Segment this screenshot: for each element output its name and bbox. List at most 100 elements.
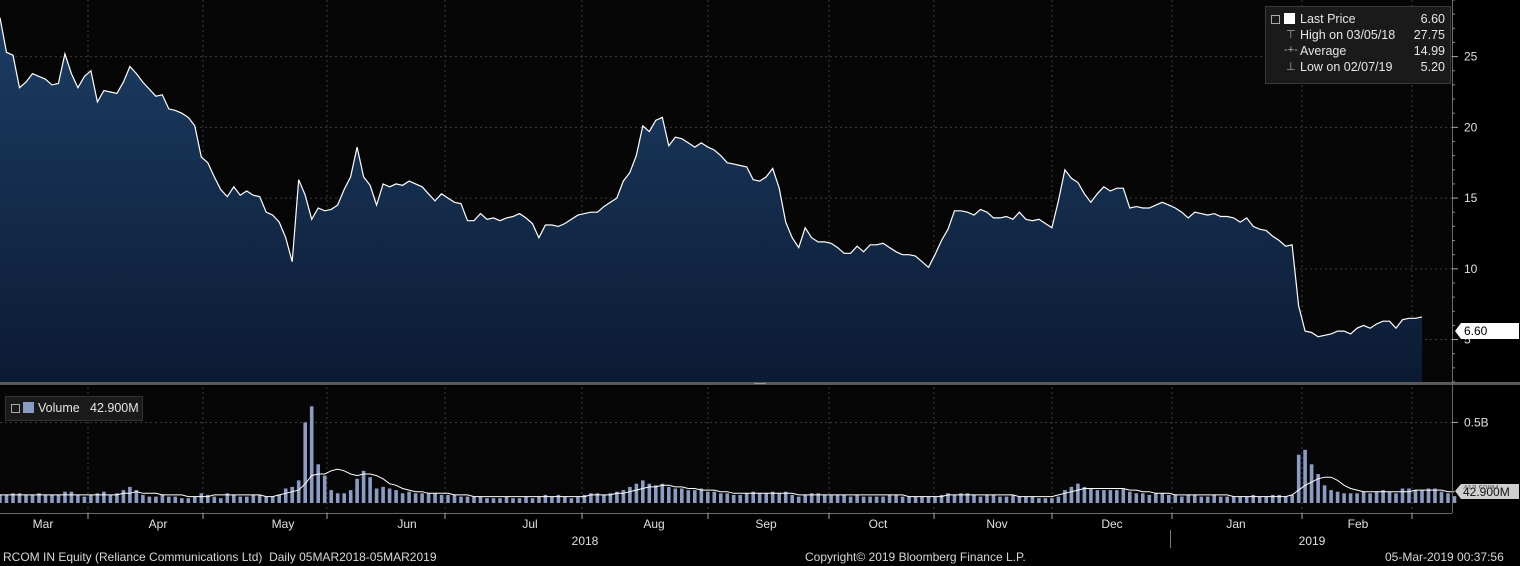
volume-bar bbox=[926, 496, 931, 503]
volume-bar bbox=[1095, 490, 1100, 503]
volume-bar bbox=[30, 494, 35, 503]
volume-bar bbox=[485, 498, 489, 503]
volume-legend[interactable]: Volume 42.900M bbox=[5, 396, 143, 421]
price-tag-text: 6.60 bbox=[1464, 324, 1488, 338]
volume-bar bbox=[348, 490, 353, 503]
volume-bar bbox=[1212, 494, 1216, 503]
volume-bar bbox=[1309, 464, 1314, 503]
volume-bar bbox=[257, 494, 262, 503]
volume-bar bbox=[641, 480, 645, 503]
volume-bar bbox=[1024, 496, 1028, 503]
volume-bar bbox=[238, 496, 243, 503]
price-legend[interactable]: Last Price 6.60 ⊤ High on 03/05/18 27.75… bbox=[1265, 6, 1451, 84]
volume-bar bbox=[1342, 493, 1346, 503]
volume-bar bbox=[361, 470, 366, 503]
volume-bar bbox=[1069, 486, 1074, 503]
legend-value-low: 5.20 bbox=[1420, 60, 1445, 74]
volume-bar bbox=[160, 494, 165, 503]
volume-bar bbox=[11, 493, 15, 503]
volume-bar bbox=[141, 494, 145, 503]
volume-bar bbox=[796, 496, 801, 503]
volume-bar bbox=[1205, 496, 1210, 503]
volume-bar bbox=[439, 494, 444, 503]
volume-tag-hidden-text: 412.500M bbox=[1463, 484, 1499, 493]
volume-bar bbox=[1381, 490, 1385, 503]
volume-bar bbox=[374, 488, 379, 503]
volume-bar bbox=[621, 490, 626, 503]
legend-row-last-price[interactable]: Last Price 6.60 bbox=[1266, 12, 1450, 28]
low-marker-icon: ⊥ bbox=[1286, 61, 1296, 73]
volume-bar bbox=[251, 494, 256, 503]
volume-average-line bbox=[0, 468, 1455, 498]
volume-bar bbox=[634, 483, 639, 503]
volume-bar bbox=[1225, 496, 1229, 503]
collapse-toggle-icon[interactable] bbox=[1271, 15, 1280, 24]
volume-bar bbox=[245, 496, 249, 503]
x-axis-month-label: Nov bbox=[986, 517, 1007, 531]
volume-bar bbox=[543, 494, 548, 503]
volume-bar bbox=[1134, 493, 1139, 503]
volume-bar bbox=[855, 494, 859, 503]
volume-bar bbox=[4, 494, 9, 503]
volume-bar bbox=[1141, 493, 1145, 503]
volume-bar bbox=[809, 493, 814, 503]
legend-label-average: Average bbox=[1300, 44, 1347, 58]
volume-bar bbox=[647, 483, 652, 503]
volume-bar bbox=[790, 494, 794, 503]
volume-bar bbox=[1420, 490, 1424, 503]
volume-bar bbox=[628, 486, 632, 503]
volume-bar bbox=[744, 493, 749, 503]
volume-bar bbox=[1244, 496, 1249, 503]
volume-bar bbox=[1277, 494, 1281, 503]
volume-bars bbox=[0, 406, 1457, 503]
volume-bar bbox=[381, 486, 385, 503]
volume-bar bbox=[1426, 488, 1431, 503]
price-tag: 6.60 bbox=[1455, 323, 1519, 339]
price-y-tick-label: 5 bbox=[1464, 333, 1471, 347]
volume-bar bbox=[270, 496, 275, 503]
legend-row-average[interactable]: -+- Average 14.99 bbox=[1266, 44, 1450, 60]
volume-bar bbox=[569, 498, 574, 503]
x-axis: Mar Apr May Jun Jul Aug Sep Oct Nov Dec Jan Feb bbox=[33, 513, 1413, 531]
volume-bar bbox=[894, 494, 898, 503]
legend-row-low[interactable]: ⊥ Low on 02/07/19 5.20 bbox=[1266, 60, 1450, 76]
volume-bar bbox=[1043, 498, 1048, 503]
volume-bar bbox=[835, 494, 840, 503]
x-axis-month-label: Dec bbox=[1101, 517, 1122, 531]
volume-bar bbox=[537, 496, 541, 503]
x-axis-year-label: 2018 bbox=[572, 534, 599, 548]
volume-bar bbox=[1199, 496, 1204, 503]
volume-bar bbox=[563, 496, 567, 503]
x-axis-year-label: 2019 bbox=[1299, 534, 1326, 548]
volume-bar bbox=[757, 493, 762, 503]
volume-bar bbox=[206, 494, 210, 503]
volume-bar bbox=[1296, 454, 1301, 503]
volume-bar bbox=[400, 493, 405, 503]
volume-bar bbox=[1154, 493, 1158, 503]
volume-bar bbox=[939, 494, 944, 503]
volume-bar bbox=[108, 494, 113, 503]
volume-bar bbox=[219, 498, 223, 503]
volume-bar bbox=[660, 483, 665, 503]
legend-value-average: 14.99 bbox=[1413, 44, 1445, 58]
volume-legend-label: Volume bbox=[38, 401, 80, 415]
volume-bar bbox=[1303, 449, 1307, 503]
volume-bar bbox=[576, 496, 580, 503]
volume-bar bbox=[1063, 490, 1067, 503]
volume-bar bbox=[1102, 490, 1106, 503]
volume-bar bbox=[1231, 496, 1236, 503]
volume-bar bbox=[978, 496, 983, 503]
volume-bar bbox=[225, 493, 230, 503]
legend-row-high[interactable]: ⊤ High on 03/05/18 27.75 bbox=[1266, 28, 1450, 44]
volume-bar bbox=[290, 486, 294, 503]
volume-bar bbox=[861, 496, 866, 503]
volume-bar bbox=[413, 493, 418, 503]
volume-bar bbox=[193, 496, 197, 503]
volume-bar bbox=[115, 493, 119, 503]
volume-bar bbox=[1082, 486, 1087, 503]
volume-collapse-toggle-icon[interactable] bbox=[11, 404, 20, 413]
volume-bar bbox=[1193, 494, 1197, 503]
volume-bar bbox=[1160, 493, 1165, 503]
volume-bar bbox=[654, 485, 658, 503]
average-marker-icon: -+- bbox=[1284, 44, 1298, 56]
